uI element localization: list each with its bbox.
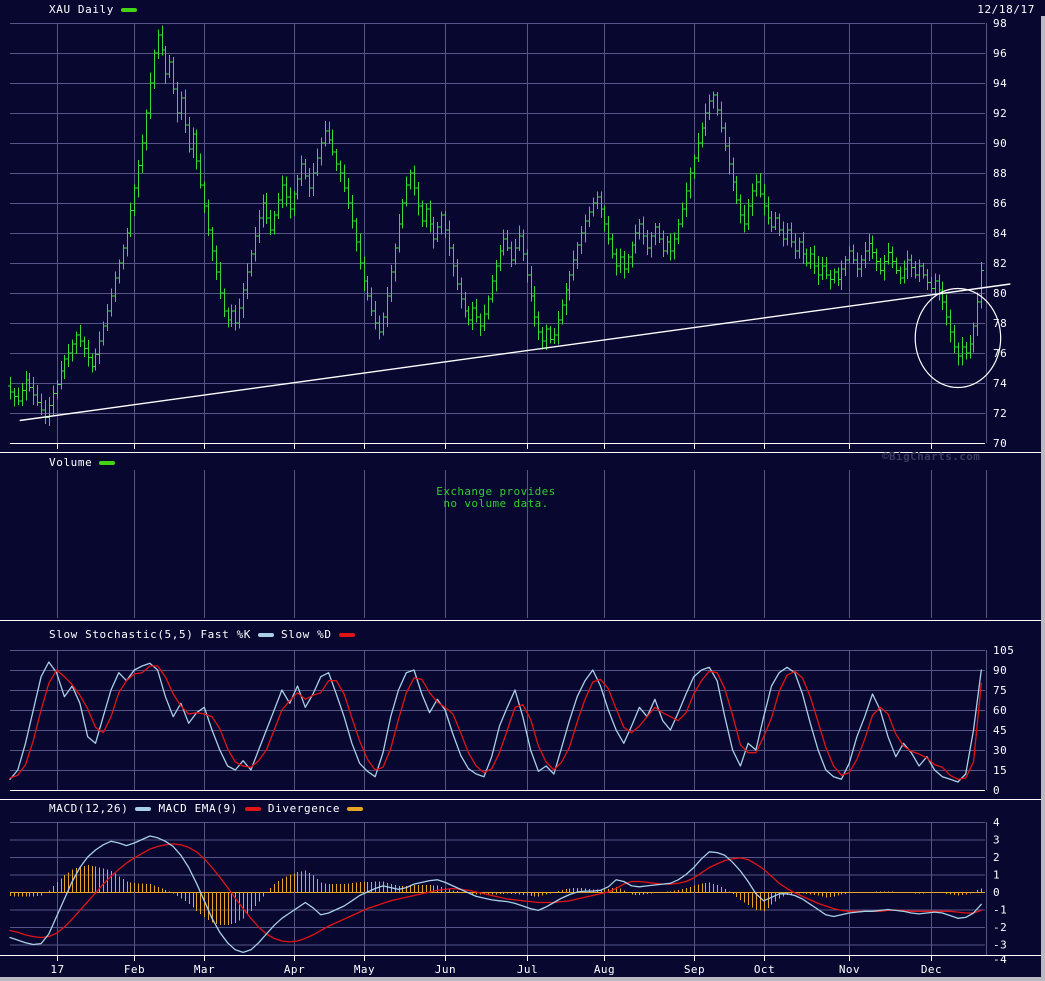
svg-text:4: 4 xyxy=(993,816,1000,829)
chart-date: 12/18/17 xyxy=(977,3,1035,16)
divergence-label: Divergence xyxy=(267,802,341,815)
svg-text:74: 74 xyxy=(993,377,1007,390)
svg-text:-3: -3 xyxy=(993,939,1007,952)
no-volume-message-line2: no volume data. xyxy=(443,497,549,510)
svg-text:0: 0 xyxy=(993,886,1000,899)
svg-text:17: 17 xyxy=(50,963,64,976)
svg-text:90: 90 xyxy=(993,664,1007,677)
svg-text:0: 0 xyxy=(993,784,1000,797)
divergence-legend-dash-icon xyxy=(347,806,364,811)
volume-panel-header: Volume xyxy=(49,456,116,469)
fast-k-label: Fast %K xyxy=(200,628,252,641)
svg-text:60: 60 xyxy=(993,704,1007,717)
svg-text:30: 30 xyxy=(993,744,1007,757)
svg-text:15: 15 xyxy=(993,764,1007,777)
svg-text:2: 2 xyxy=(993,851,1000,864)
price-panel-header: XAU Daily xyxy=(49,3,138,16)
svg-text:70: 70 xyxy=(993,437,1007,450)
copyright-watermark: ©BigCharts.com xyxy=(882,450,981,463)
svg-text:72: 72 xyxy=(993,407,1007,420)
svg-text:Jul: Jul xyxy=(517,963,538,976)
svg-text:Dec: Dec xyxy=(921,963,942,976)
macd-panel-header: MACD(12,26) MACD EMA(9) Divergence xyxy=(49,802,364,815)
svg-text:Sep: Sep xyxy=(684,963,705,976)
svg-text:Feb: Feb xyxy=(124,963,145,976)
svg-text:78: 78 xyxy=(993,317,1007,330)
stochastic-panel-header: Slow Stochastic(5,5) Fast %K Slow %D xyxy=(49,628,355,641)
svg-text:75: 75 xyxy=(993,684,1007,697)
svg-text:76: 76 xyxy=(993,347,1007,360)
volume-legend-dash-icon xyxy=(99,460,116,465)
svg-text:-2: -2 xyxy=(993,921,1007,934)
macd-label: MACD(12,26) xyxy=(49,802,129,815)
svg-text:90: 90 xyxy=(993,137,1007,150)
svg-text:86: 86 xyxy=(993,197,1007,210)
svg-text:84: 84 xyxy=(993,227,1007,240)
svg-text:3: 3 xyxy=(993,834,1000,847)
no-volume-message: Exchange provides no volume data. xyxy=(396,486,596,510)
svg-text:80: 80 xyxy=(993,287,1007,300)
macd-ema-legend-dash-icon xyxy=(244,806,261,811)
svg-text:-4: -4 xyxy=(993,953,1007,966)
svg-text:1: 1 xyxy=(993,869,1000,882)
svg-text:96: 96 xyxy=(993,47,1007,60)
stochastic-title: Slow Stochastic(5,5) xyxy=(49,628,194,641)
svg-text:82: 82 xyxy=(993,257,1007,270)
macd-legend-dash-icon xyxy=(135,806,152,811)
svg-text:92: 92 xyxy=(993,107,1007,120)
svg-text:-1: -1 xyxy=(993,904,1007,917)
svg-text:Oct: Oct xyxy=(754,963,775,976)
macd-ema-label: MACD EMA(9) xyxy=(158,802,238,815)
svg-text:105: 105 xyxy=(993,644,1014,657)
svg-text:94: 94 xyxy=(993,77,1007,90)
symbol-title: XAU Daily xyxy=(49,3,115,16)
svg-text:Jun: Jun xyxy=(435,963,456,976)
slow-d-legend-dash-icon xyxy=(338,632,355,637)
svg-text:98: 98 xyxy=(993,17,1007,30)
svg-text:Apr: Apr xyxy=(284,963,305,976)
no-volume-message-line1: Exchange provides xyxy=(436,485,556,498)
svg-text:88: 88 xyxy=(993,167,1007,180)
svg-text:45: 45 xyxy=(993,724,1007,737)
svg-text:Mar: Mar xyxy=(194,963,215,976)
svg-text:Aug: Aug xyxy=(594,963,615,976)
frame-border-right xyxy=(1041,16,1045,981)
frame-border-bottom xyxy=(0,977,1045,981)
fast-k-legend-dash-icon xyxy=(258,632,275,637)
svg-text:Nov: Nov xyxy=(839,963,860,976)
svg-text:May: May xyxy=(354,963,375,976)
price-legend-dash-icon xyxy=(121,7,138,12)
volume-title: Volume xyxy=(49,456,93,469)
slow-d-label: Slow %D xyxy=(281,628,332,641)
